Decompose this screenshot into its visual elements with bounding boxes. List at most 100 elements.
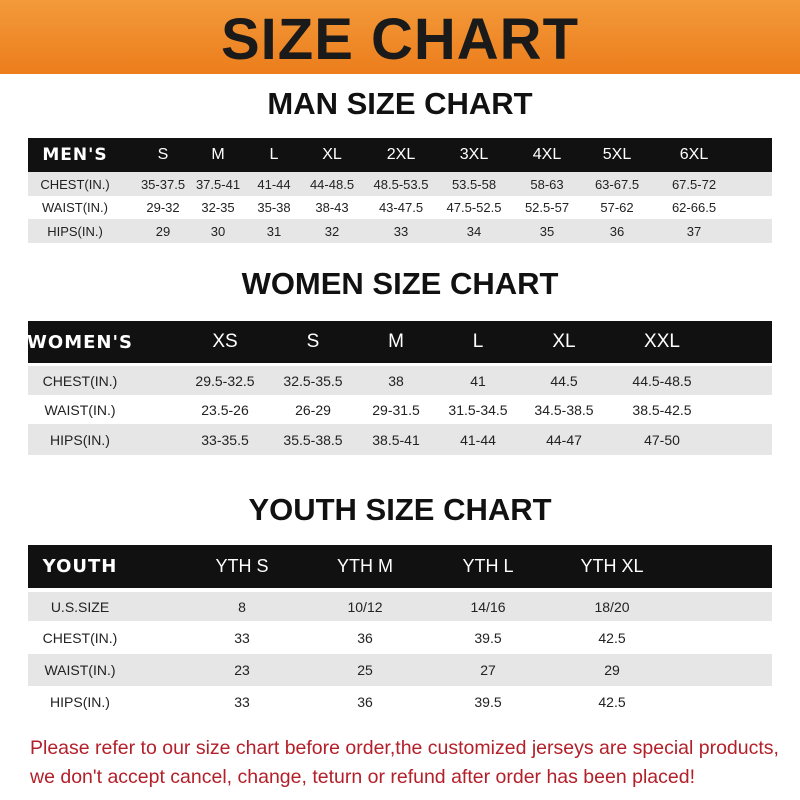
measurement-label: HIPS(IN.)	[47, 223, 103, 239]
table-cell: 38.5-42.5	[632, 401, 692, 418]
size-header: YTH XL	[580, 556, 644, 576]
table-cell: 57-62	[600, 200, 634, 215]
size-header: YTH L	[462, 556, 514, 576]
table-cell: 39.5	[474, 694, 502, 710]
table-cell: 23.5-26	[201, 401, 249, 418]
table-row: CHEST(IN.) 35-37.5 37.5-41 41-44 44-48.5 48.5…	[28, 172, 772, 196]
table-cell: 34.5-38.5	[534, 401, 594, 418]
table-cell: 29	[604, 662, 620, 678]
measurement-label: CHEST(IN.)	[40, 176, 110, 192]
table-cell: 48.5-53.5	[373, 176, 429, 192]
size-header: 2XL	[386, 146, 416, 163]
measurement-label: HIPS(IN.)	[50, 694, 110, 710]
table-cell: 32-35	[201, 200, 235, 215]
table-cell: 38	[388, 372, 404, 389]
header-row: YOUTH YTH S YTH M YTH L YTH XL	[28, 545, 772, 588]
table-cell: 32.5-35.5	[283, 372, 343, 389]
size-header: YTH M	[337, 556, 393, 576]
table-cell: 36	[609, 223, 625, 239]
women-section-title: WOMEN SIZE CHART	[241, 266, 559, 301]
table-label: WOMEN'S	[27, 331, 133, 353]
table-cell: 23	[234, 662, 250, 678]
table-cell: 44-47	[546, 431, 582, 448]
table-row: CHEST(IN.) 33 36 39.5 42.5	[28, 621, 772, 654]
size-header: S	[157, 146, 169, 163]
measurement-label: WAIST(IN.)	[44, 401, 116, 418]
table-cell: 29	[155, 223, 171, 239]
table-cell: 35-38	[257, 200, 291, 215]
measurement-label: WAIST(IN.)	[44, 662, 116, 678]
size-header: S	[306, 331, 320, 352]
table-cell: 42.5	[598, 629, 626, 646]
order-notice: Please refer to our size chart before or…	[30, 734, 790, 792]
table-cell: 29-32	[146, 200, 180, 215]
title-banner: SIZE CHART	[0, 0, 800, 74]
table-cell: 37.5-41	[195, 176, 241, 192]
table-row: HIPS(IN.) 33-35.5 35.5-38.5 38.5-41 41-44 44-…	[28, 424, 772, 455]
youth-section-title: YOUTH SIZE CHART	[248, 492, 552, 527]
page-title: SIZE CHART	[221, 7, 579, 72]
table-cell: 29.5-32.5	[195, 372, 255, 389]
size-header: 5XL	[602, 146, 632, 163]
size-header: M	[211, 146, 225, 163]
table-cell: 26-29	[295, 401, 331, 418]
size-header: 4XL	[532, 146, 562, 163]
size-header: 6XL	[679, 146, 709, 163]
table-cell: 33	[234, 694, 250, 710]
table-cell: 29-31.5	[372, 401, 420, 418]
size-header: YTH S	[215, 556, 269, 576]
notice-line-1: Please refer to our size chart before or…	[30, 737, 779, 759]
table-cell: 14/16	[470, 598, 506, 615]
table-cell: 41-44	[257, 176, 291, 192]
measurement-label: HIPS(IN.)	[50, 431, 110, 448]
table-cell: 36	[357, 694, 373, 710]
size-header: XXL	[644, 331, 680, 352]
table-label: MEN'S	[42, 145, 108, 165]
size-header: XL	[552, 331, 576, 352]
table-cell: 25	[357, 662, 373, 678]
table-cell: 39.5	[474, 629, 502, 646]
size-header: M	[388, 331, 404, 352]
table-cell: 44.5	[550, 372, 578, 389]
table-cell: 10/12	[347, 598, 383, 615]
men-section-title: MAN SIZE CHART	[267, 86, 533, 121]
table-row: U.S.SIZE 8 10/12 14/16 18/20	[28, 592, 772, 621]
measurement-label: CHEST(IN.)	[42, 372, 118, 389]
table-cell: 33	[393, 223, 409, 239]
table-cell: 52.5-57	[524, 200, 570, 215]
table-cell: 42.5	[598, 694, 626, 710]
table-cell: 47.5-52.5	[446, 200, 502, 215]
size-header: L	[472, 331, 484, 352]
table-cell: 38-43	[315, 200, 349, 215]
table-cell: 44-48.5	[309, 176, 355, 192]
table-cell: 67.5-72	[671, 176, 717, 192]
table-cell: 35	[539, 223, 555, 239]
size-header: L	[269, 146, 279, 163]
table-cell: 35-37.5	[140, 176, 186, 192]
table-cell: 18/20	[594, 598, 630, 615]
table-cell: 27	[480, 662, 496, 678]
table-row: WAIST(IN.) 29-32 32-35 35-38 38-43 43-47.5 47.…	[28, 196, 772, 219]
table-cell: 38.5-41	[372, 431, 420, 448]
table-cell: 8	[238, 598, 246, 615]
table-cell: 37	[686, 223, 702, 239]
table-cell: 33	[234, 629, 250, 646]
table-cell: 62-66.5	[671, 200, 717, 215]
table-row: WAIST(IN.) 23.5-26 26-29 29-31.5 31.5-34.5 34…	[28, 395, 772, 424]
table-cell: 30	[210, 223, 226, 239]
measurement-label: U.S.SIZE	[50, 598, 110, 615]
table-cell: 36	[357, 629, 373, 646]
table-row: HIPS(IN.) 29 30 31 32 33 34 35 36 37	[28, 219, 772, 243]
notice-line-2: we don't accept cancel, change, teturn o…	[30, 766, 695, 788]
table-cell: 53.5-58	[451, 176, 497, 192]
size-header: XL	[322, 146, 342, 163]
measurement-label: CHEST(IN.)	[42, 629, 118, 646]
size-header: XS	[212, 331, 238, 352]
table-label: YOUTH	[42, 556, 118, 577]
table-cell: 47-50	[644, 431, 680, 448]
table-cell: 44.5-48.5	[632, 372, 692, 389]
table-cell: 31.5-34.5	[448, 401, 508, 418]
table-cell: 41-44	[460, 431, 496, 448]
header-row: MEN'S S M L XL 2XL 3XL 4XL 5XL 6XL	[28, 138, 772, 172]
header-row: WOMEN'S XS S M L XL XXL	[27, 321, 772, 363]
